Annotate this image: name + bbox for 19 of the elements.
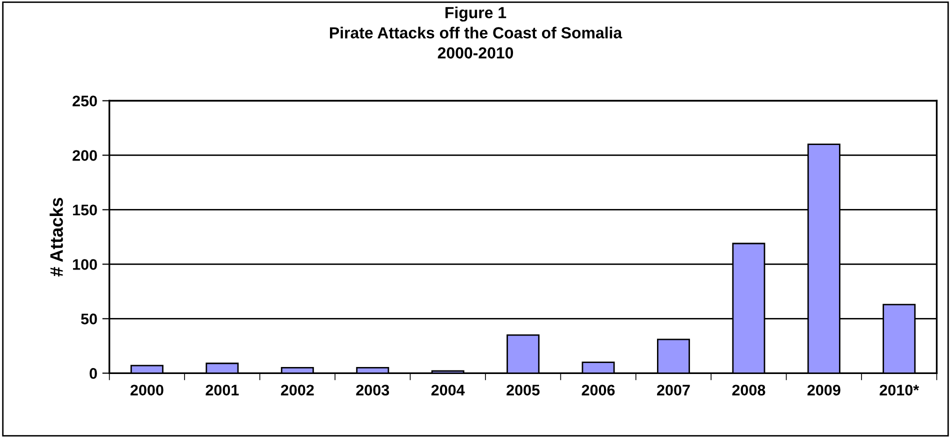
x-tick-label: 2004 — [431, 384, 465, 396]
x-tick-label: 2000 — [130, 384, 164, 396]
x-tick-label: 2005 — [506, 384, 540, 396]
x-tick-label: 2009 — [807, 384, 840, 396]
y-tick-label: 50 — [81, 314, 97, 324]
y-tick-label: 100 — [73, 259, 97, 270]
x-tick-label: 2006 — [582, 384, 615, 396]
y-tick-label: 200 — [72, 150, 97, 161]
x-tick-label: 2001 — [206, 384, 239, 396]
y-tick-label: 150 — [73, 204, 97, 216]
y-tick-label: 0 — [90, 368, 97, 379]
x-tick-label: 2007 — [657, 384, 690, 396]
y-axis-title: # Attacks — [50, 198, 63, 276]
x-tick-label: 2010* — [880, 384, 920, 396]
y-tick-label: 250 — [72, 96, 97, 106]
x-tick-label: 2008 — [732, 384, 766, 396]
chart-title: Figure 1 Pirate Attacks off the Coast of Somalia 2000-2010 — [330, 6, 622, 59]
x-tick-label: 2002 — [280, 384, 314, 396]
x-tick-label: 2003 — [356, 384, 390, 396]
